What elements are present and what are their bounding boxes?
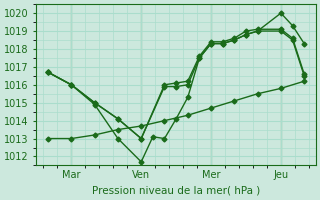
X-axis label: Pression niveau de la mer( hPa ): Pression niveau de la mer( hPa ) (92, 186, 260, 196)
